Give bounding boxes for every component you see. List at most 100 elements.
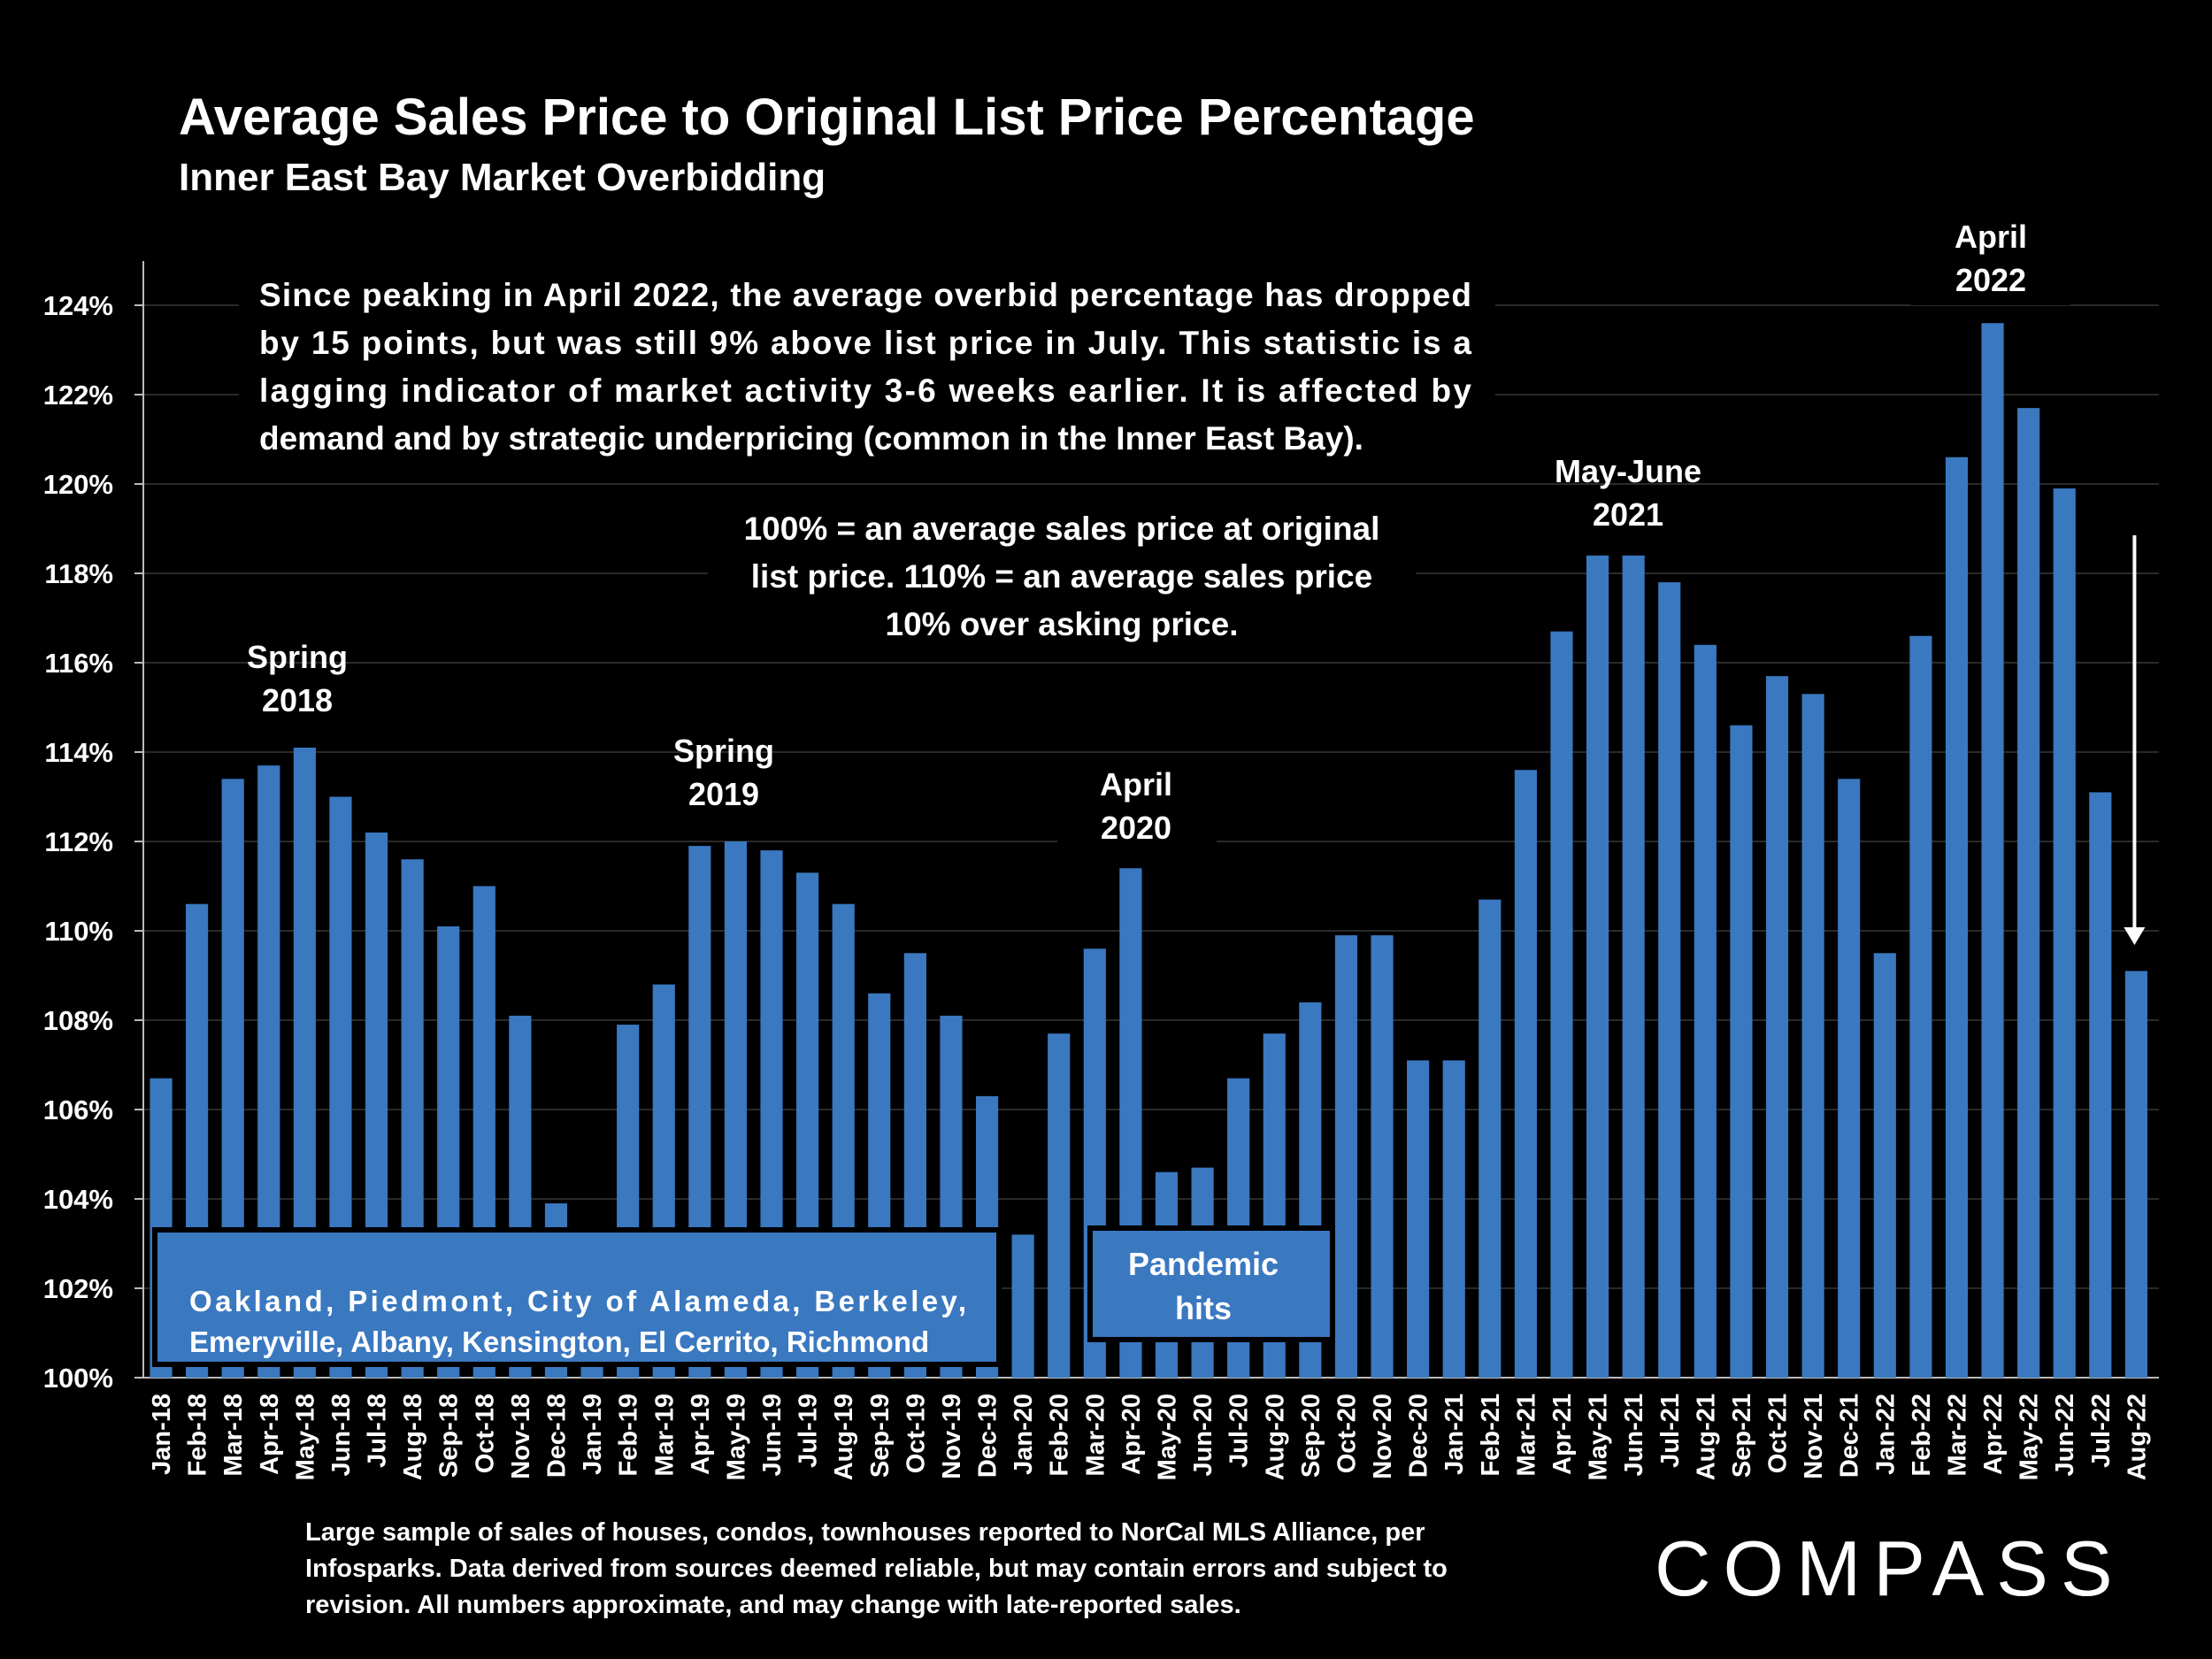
x-tick-label: Apr-20 <box>1118 1394 1146 1475</box>
x-axis-ticks: Jan-18 Feb-18 Mar-18 Apr-18 May-18 Jun-18 Jul-… <box>148 1394 2151 1480</box>
bar <box>1479 899 1502 1378</box>
bar <box>1048 1033 1071 1378</box>
x-tick-label: Aug-21 <box>1692 1394 1720 1480</box>
x-tick-label: Oct-20 <box>1333 1394 1361 1473</box>
x-tick-label: Sep-19 <box>866 1394 895 1478</box>
y-tick-label: 100% <box>43 1363 113 1394</box>
x-tick-label: Nov-20 <box>1369 1394 1397 1479</box>
chart-title: Average Sales Price to Original List Pri… <box>179 88 1475 146</box>
x-tick-label: Sep-18 <box>435 1394 464 1478</box>
bar <box>2124 971 2147 1378</box>
x-tick-label: Jan-21 <box>1440 1394 1469 1475</box>
bar <box>1586 555 1609 1378</box>
y-tick-label: 112% <box>44 826 113 857</box>
y-tick-label: 106% <box>43 1094 113 1125</box>
y-tick-label: 122% <box>43 380 113 411</box>
y-tick-label: 118% <box>44 558 113 589</box>
note-scale-line: list price. 110% = an average sales pric… <box>751 558 1372 595</box>
x-tick-label: Dec-20 <box>1405 1394 1433 1478</box>
annotation-spring-2018: Spring <box>247 639 348 675</box>
x-tick-label: Jun-18 <box>327 1394 356 1476</box>
bar <box>1838 779 1861 1378</box>
bar <box>1514 770 1537 1378</box>
x-tick-label: Oct-21 <box>1764 1394 1793 1473</box>
x-tick-label: Dec-18 <box>542 1394 571 1478</box>
bar <box>1801 694 1824 1378</box>
x-tick-label: May-19 <box>722 1394 750 1480</box>
x-tick-label: Mar-22 <box>1943 1394 1971 1477</box>
x-tick-label: Aug-20 <box>1261 1394 1289 1480</box>
source-note: Large sample of sales of houses, condos,… <box>305 1515 1526 1624</box>
x-tick-label: Apr-22 <box>1979 1394 2008 1475</box>
x-tick-label: Jul-20 <box>1225 1394 1254 1468</box>
chart-subtitle: Inner East Bay Market Overbidding <box>179 156 826 199</box>
annotation-april-2020: April <box>1100 766 1172 803</box>
x-tick-label: Aug-22 <box>2123 1394 2151 1480</box>
annotation-april-2022: 2022 <box>1955 262 2026 298</box>
x-tick-label: Feb-21 <box>1477 1394 1505 1476</box>
x-tick-label: Oct-18 <box>471 1394 499 1473</box>
region-text: Oakland, Piedmont, City of Alameda, Berk… <box>189 1285 966 1317</box>
x-tick-label: Aug-19 <box>830 1394 858 1480</box>
bar <box>1945 457 1969 1379</box>
x-tick-label: Feb-19 <box>615 1394 643 1476</box>
x-tick-label: Nov-18 <box>507 1394 535 1479</box>
source-line: Large sample of sales of houses, condos,… <box>305 1518 1425 1547</box>
x-tick-label: Jul-21 <box>1656 1394 1685 1468</box>
x-tick-label: Aug-18 <box>399 1394 427 1480</box>
note-main-line: lagging indicator of market activity 3-6… <box>259 373 1471 409</box>
bar <box>2053 488 2076 1378</box>
bar <box>1550 631 1573 1378</box>
x-tick-label: Apr-19 <box>687 1394 715 1475</box>
x-tick-label: May-22 <box>2016 1394 2044 1480</box>
bar <box>1765 676 1789 1378</box>
bar <box>1658 582 1681 1378</box>
x-tick-label: Jan-20 <box>1010 1394 1038 1475</box>
bar <box>1909 635 1932 1378</box>
annotation-spring-2019: Spring <box>673 733 774 769</box>
x-tick-label: May-18 <box>291 1394 319 1480</box>
x-tick-label: Oct-19 <box>902 1394 930 1473</box>
x-tick-label: Jun-22 <box>2051 1394 2079 1476</box>
y-tick-label: 108% <box>43 1005 113 1036</box>
bar <box>1694 644 1717 1378</box>
x-tick-label: May-20 <box>1154 1394 1182 1480</box>
annotations: Spring 2018 Spring 2019 April 2020 May-June 202… <box>152 208 2146 1367</box>
bar <box>1371 935 1394 1378</box>
note-backdrop <box>239 264 1495 462</box>
pandemic-box <box>1093 1231 1330 1337</box>
y-tick-label: 120% <box>43 469 113 500</box>
x-tick-label: Feb-22 <box>1908 1394 1936 1476</box>
x-tick-label: Nov-21 <box>1800 1394 1828 1479</box>
x-tick-label: May-21 <box>1585 1394 1613 1480</box>
x-tick-label: Apr-18 <box>256 1394 284 1475</box>
pandemic-text: hits <box>1175 1290 1232 1326</box>
bar <box>1873 953 1896 1378</box>
x-tick-label: Mar-19 <box>650 1394 679 1477</box>
bar <box>2017 408 2040 1378</box>
note-main-line: demand and by strategic underpricing (co… <box>259 420 1363 457</box>
note-main-line: Since peaking in April 2022, the average… <box>259 277 1471 313</box>
annotation-backdrop <box>1911 208 2070 305</box>
x-tick-label: Mar-21 <box>1512 1394 1540 1477</box>
bar <box>2089 792 2112 1378</box>
x-tick-label: Jun-19 <box>758 1394 787 1476</box>
annotation-spring-2019: 2019 <box>688 776 759 812</box>
y-tick-label: 124% <box>43 290 113 321</box>
y-tick-label: 116% <box>44 648 113 679</box>
y-tick-label: 114% <box>44 737 113 768</box>
x-tick-label: Jan-18 <box>148 1394 176 1475</box>
bar <box>1622 555 1645 1378</box>
x-tick-label: Nov-19 <box>938 1394 966 1479</box>
x-tick-label: Dec-19 <box>974 1394 1002 1478</box>
region-box <box>157 1233 996 1362</box>
x-tick-label: Apr-21 <box>1548 1394 1577 1475</box>
bar <box>1442 1060 1465 1378</box>
y-tick-label: 110% <box>44 916 113 947</box>
note-scale-line: 10% over asking price. <box>886 606 1239 642</box>
compass-logo: COMPASS <box>1655 1525 2125 1612</box>
x-tick-label: Jul-22 <box>2087 1394 2116 1468</box>
down-arrow-head <box>2124 927 2146 945</box>
annotation-april-2020: 2020 <box>1101 810 1171 846</box>
